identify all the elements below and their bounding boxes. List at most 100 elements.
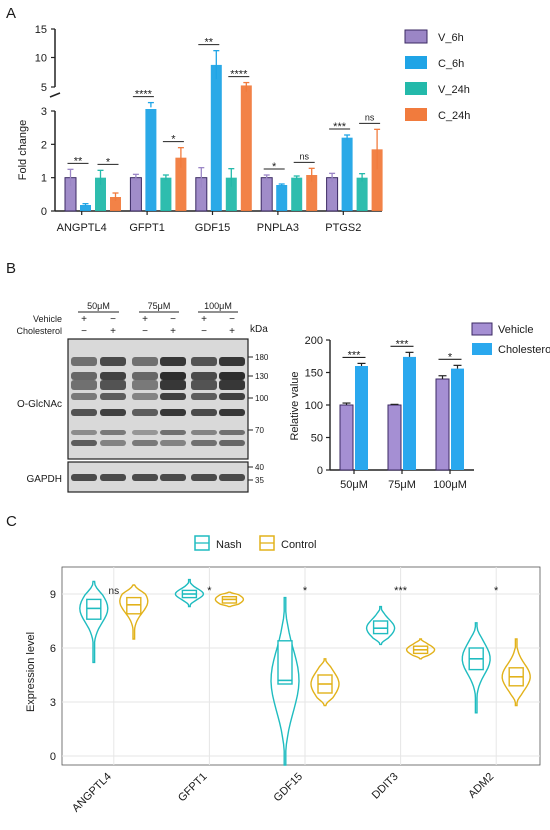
- blot-band: [160, 393, 186, 400]
- blot-band: [191, 380, 217, 390]
- western-blot: 50μM 75μM 100μMVehicleCholesterol+−−++−−++…: [16, 301, 269, 493]
- legend-swatch-c-24h: [405, 108, 427, 121]
- blot-marker-label: 100: [255, 394, 269, 403]
- blot-gapdh-band: [100, 474, 126, 481]
- blot-vehicle-sign: −: [110, 314, 116, 325]
- blot-band: [160, 357, 186, 366]
- legend-label: Nash: [216, 539, 242, 551]
- violin-nash: [79, 580, 109, 664]
- violin-nash: [174, 578, 205, 608]
- blot-band: [132, 393, 158, 400]
- panel-b-x-tick-label: 50μM: [340, 479, 368, 491]
- panel-b-y-tick-label: 150: [305, 368, 323, 380]
- legend-label: V_6h: [438, 32, 464, 44]
- bar-v-6h: [326, 177, 339, 212]
- violin-nash: [365, 605, 396, 646]
- significance-label: ***: [348, 349, 362, 361]
- panel-a-y-tick-label: 0: [41, 206, 47, 218]
- bar-vehicle: [435, 378, 450, 471]
- bar-c-6h: [80, 205, 91, 211]
- blot-vehicle-sign: −: [229, 314, 235, 325]
- panel-c-plot-area: [61, 566, 541, 766]
- blot-cholesterol-sign: −: [201, 326, 207, 337]
- significance-label: **: [74, 155, 83, 167]
- blot-band: [219, 372, 245, 380]
- legend-label: Control: [281, 539, 316, 551]
- bar-c-24h: [240, 85, 252, 211]
- blot-marker-label: 130: [255, 372, 269, 381]
- panel-b-y-tick-label: 100: [305, 400, 323, 412]
- blot-band: [132, 357, 158, 366]
- panel-a-x-tick-label: GDF15: [195, 222, 230, 234]
- panel-c-y-tick-label: 6: [50, 643, 56, 655]
- blot-band: [100, 380, 126, 390]
- blot-cholesterol-sign: +: [229, 326, 235, 337]
- bar-c-6h: [210, 64, 222, 211]
- panel-a-y-tick-label: 2: [41, 139, 47, 151]
- violin-nash: [461, 622, 491, 714]
- blot-band: [219, 430, 245, 435]
- blot-band: [71, 380, 97, 390]
- panel-c-x-tick-label: GDF15: [272, 771, 306, 805]
- legend-label: Vehicle: [498, 324, 533, 336]
- violin-control: [119, 584, 149, 640]
- box-nash: [372, 620, 389, 635]
- blot-band: [191, 372, 217, 380]
- blot-kda-label: kDa: [250, 324, 268, 335]
- panel-c-x-tick-label: ADM2: [466, 771, 496, 801]
- blot-band: [132, 440, 158, 446]
- panel-label-c: C: [6, 513, 17, 530]
- bar-v-6h: [129, 177, 142, 212]
- blot-band: [100, 430, 126, 435]
- blot-cholesterol-sign: +: [110, 326, 116, 337]
- blot-vehicle-sign: −: [170, 314, 176, 325]
- panel-a-ylabel: Fold change: [17, 120, 29, 181]
- violin-control: [214, 591, 245, 608]
- panel-a-y-tick-label: 1: [41, 173, 47, 185]
- significance-label: ns: [299, 151, 309, 161]
- blot-band: [71, 440, 97, 446]
- panel-b-y-tick-label: 0: [317, 465, 323, 477]
- legend-swatch-v-6h: [404, 29, 428, 44]
- bar-vehicle: [339, 404, 354, 471]
- panel-a-axis-break-mark: [49, 92, 61, 98]
- legend-swatch-cholesterol: [472, 343, 492, 355]
- blot-band: [100, 409, 126, 416]
- legend-label: C_6h: [438, 58, 464, 70]
- violin-control: [501, 638, 531, 707]
- significance-label: *: [494, 585, 499, 597]
- panel-a-bars: ** *************ns***ns: [64, 37, 383, 212]
- blot-marker-label: 40: [255, 463, 264, 472]
- blot-band: [219, 440, 245, 446]
- significance-label: ns: [365, 112, 375, 122]
- legend-label: V_24h: [438, 84, 470, 96]
- blot-marker-label: 70: [255, 426, 264, 435]
- legend-swatch-vehicle: [471, 322, 493, 336]
- significance-label: *: [272, 161, 277, 173]
- legend-label: C_24h: [438, 110, 470, 122]
- legend-swatch-c-6h: [405, 56, 427, 69]
- panel-c-y-tick-label: 0: [50, 751, 56, 763]
- blot-concentration-label: 75μM: [148, 301, 171, 311]
- panel-c-x-tick-label: GFPT1: [176, 771, 210, 805]
- blot-cholesterol-sign: +: [170, 326, 176, 337]
- significance-label: **: [205, 37, 214, 49]
- panel-a-y-tick-label: 10: [35, 53, 47, 65]
- box-control: [126, 596, 142, 615]
- bar-c-6h: [276, 185, 288, 211]
- panel-c-x-tick-label: DDIT3: [370, 771, 401, 802]
- blot-band: [219, 409, 245, 416]
- blot-gapdh-band: [191, 474, 217, 481]
- blot-band: [100, 393, 126, 400]
- blot-vehicle-sign: +: [81, 314, 87, 325]
- panel-c-ylabel: Expression level: [25, 632, 37, 712]
- panel-a-y-tick-label: 3: [41, 106, 47, 118]
- blot-main-membrane: [67, 338, 249, 460]
- blot-cholesterol-sign: −: [142, 326, 148, 337]
- significance-label: ****: [230, 69, 248, 81]
- blot-concentration-label: 100μM: [204, 301, 232, 311]
- box-nash: [277, 640, 293, 685]
- blot-band: [71, 393, 97, 400]
- blot-band: [71, 409, 97, 416]
- bar-v-24h: [160, 177, 172, 211]
